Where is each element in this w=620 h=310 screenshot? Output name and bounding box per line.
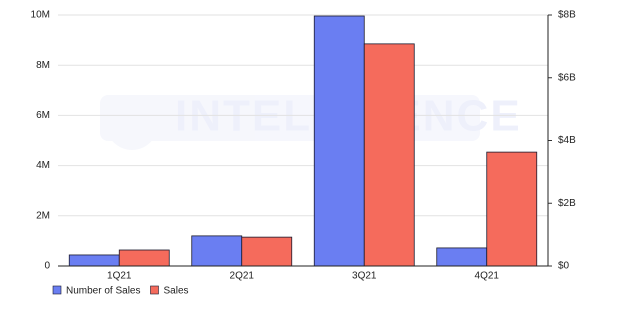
y-tick-label: 0 xyxy=(44,261,50,272)
y-tick-label: 8M xyxy=(36,60,50,71)
y-tick-label: 6M xyxy=(36,110,50,121)
x-tick-label: 1Q21 xyxy=(107,271,132,282)
legend-label: Sales xyxy=(163,286,188,297)
y2-tick-label: $0 xyxy=(558,261,570,272)
y-tick-label: 10M xyxy=(31,10,50,21)
bar xyxy=(363,43,415,267)
bar xyxy=(68,254,120,267)
bar xyxy=(241,236,293,267)
bar xyxy=(436,247,488,267)
y2-tick-label: $4B xyxy=(558,135,576,146)
legend-swatch xyxy=(150,285,159,295)
x-tick-label: 4Q21 xyxy=(475,271,500,282)
x-tick-label: 2Q21 xyxy=(230,271,255,282)
legend-swatch xyxy=(52,285,62,295)
legend-label: Number of Sales xyxy=(66,286,140,297)
bar xyxy=(118,249,170,267)
y2-tick-label: $6B xyxy=(558,72,576,83)
y-tick-label: 4M xyxy=(36,160,50,171)
y2-tick-label: $2B xyxy=(558,198,576,209)
bar xyxy=(191,235,243,267)
bar xyxy=(486,151,538,267)
x-tick-label: 3Q21 xyxy=(352,271,377,282)
y-tick-label: 2M xyxy=(36,210,50,221)
y2-tick-label: $8B xyxy=(558,10,576,21)
bar xyxy=(313,15,365,267)
